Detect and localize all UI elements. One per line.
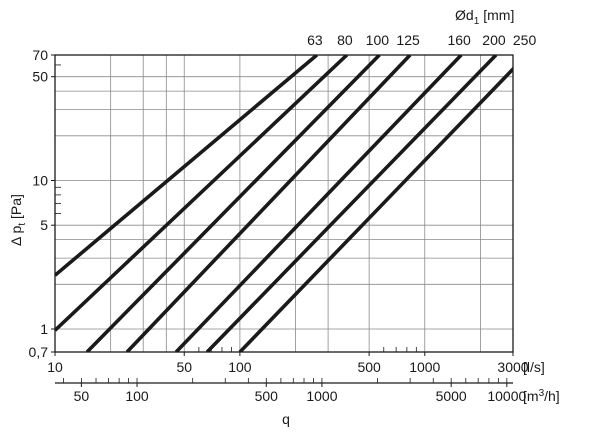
x-tick-label-m3h: 500 xyxy=(255,388,279,404)
y-axis-title-main: Δ p xyxy=(8,226,24,246)
diameter-header: Ød1 [mm] xyxy=(455,7,514,27)
x-unit-m3h: [m3/h] xyxy=(523,388,560,404)
x-tick-label-m3h: 100 xyxy=(125,388,149,404)
series-line-125 xyxy=(125,55,412,352)
x-tick-label-ls: 10 xyxy=(47,359,63,375)
x-unit-m3h-sup: 3 xyxy=(539,388,545,399)
series-line-100 xyxy=(85,55,381,352)
plot-frame xyxy=(54,54,514,353)
y-tick-label: 5 xyxy=(40,217,48,233)
x-unit-m3h-post: /h] xyxy=(544,388,560,404)
x-tick-label-m3h: 1000 xyxy=(306,388,337,404)
y-axis-title-unit: [Pa] xyxy=(8,194,24,219)
x-axis-title: q xyxy=(282,411,290,427)
series-label-125: 125 xyxy=(396,32,420,48)
y-tick-label: 50 xyxy=(32,69,48,85)
y-ticks: 0,7 1 5 10 50 70 xyxy=(29,47,55,360)
series-label-80: 80 xyxy=(337,32,353,48)
y-tick-label: 0,7 xyxy=(29,344,49,360)
series-line-80 xyxy=(55,55,349,332)
series-line-250 xyxy=(238,66,513,352)
x-tick-label-ls: 1000 xyxy=(409,359,440,375)
x-ticks-ls: 10 50 100 500 1000 3000 xyxy=(47,352,529,375)
x-tick-label-ls: 100 xyxy=(228,359,252,375)
x-tick-label-ls: 500 xyxy=(357,359,381,375)
diameter-header-label: Ød xyxy=(455,7,474,23)
minor-ticks xyxy=(55,64,417,352)
series-label-250: 250 xyxy=(513,32,537,48)
series-label-160: 160 xyxy=(447,32,471,48)
y-tick-label: 10 xyxy=(32,172,48,188)
x-tick-label-m3h: 50 xyxy=(74,388,90,404)
series-label-63: 63 xyxy=(307,32,323,48)
series-line-63 xyxy=(55,55,319,277)
diameter-header-sub: 1 xyxy=(474,16,480,27)
x-unit-ls: [l/s] xyxy=(523,359,545,375)
series-line-200 xyxy=(205,55,498,352)
series-lines xyxy=(55,55,513,352)
x-tick-label-m3h: 10000 xyxy=(487,388,526,404)
y-axis-title: Δ pt [Pa] xyxy=(8,194,28,246)
diameter-labels: 63 80 100 125 160 200 250 xyxy=(307,32,536,48)
diameter-header-unit: [mm] xyxy=(483,7,514,23)
series-label-200: 200 xyxy=(482,32,506,48)
x-tick-label-ls: 50 xyxy=(176,359,192,375)
x-ticks-m3h: 50 100 500 1000 5000 10000 xyxy=(63,378,526,404)
y-tick-label: 70 xyxy=(32,47,48,63)
y-tick-label: 1 xyxy=(40,321,48,337)
y-axis-title-sub: t xyxy=(17,223,28,226)
series-line-160 xyxy=(174,55,463,352)
x-unit-m3h-pre: [m xyxy=(523,388,539,404)
x-tick-label-ls: 3000 xyxy=(497,359,528,375)
series-label-100: 100 xyxy=(366,32,390,48)
x-tick-label-m3h: 5000 xyxy=(436,388,467,404)
